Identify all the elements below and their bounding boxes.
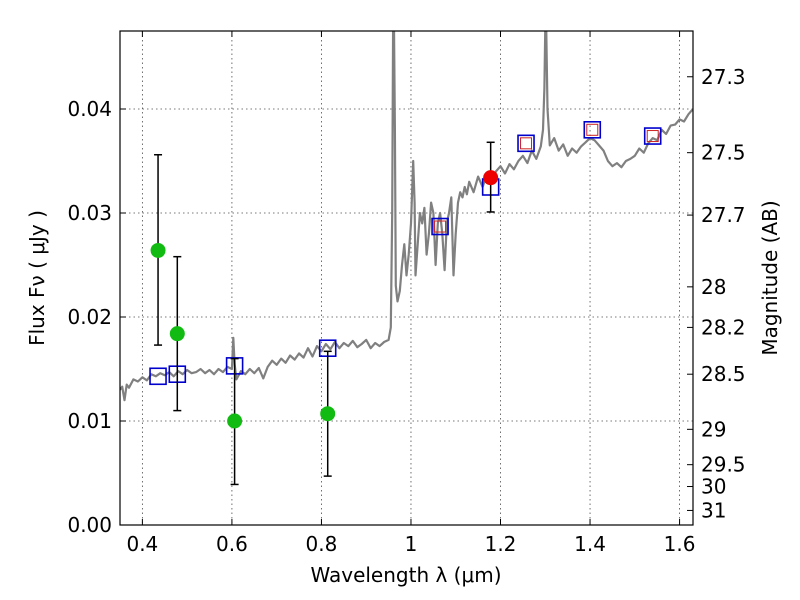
detection-square: [646, 130, 659, 143]
photometry-point: [320, 406, 336, 422]
right-tick-label: 27.5: [701, 141, 746, 165]
model-photometry-square: [517, 134, 535, 153]
x-tick-label: 0.8: [306, 532, 338, 556]
photometry-point: [150, 242, 166, 258]
right-tick-label: 27.3: [701, 65, 746, 89]
right-tick-label: 29.5: [701, 453, 746, 477]
y-tick-label: 0.04: [67, 97, 112, 121]
y-right-axis-label: Magnitude (AB): [758, 200, 782, 355]
ticks: 0.4 0.6 0.8 1 1.2 1.4 1.6 0.00 0.01 0.02 0.03 0.04 2…: [67, 31, 746, 556]
x-tick-label: 0.4: [126, 532, 158, 556]
right-tick-label: 28.2: [701, 315, 746, 339]
right-tick-label: 27.7: [701, 203, 746, 227]
spectrum-line: [120, 31, 693, 402]
model-photometry-square: [431, 217, 449, 236]
y-tick-label: 0.01: [67, 409, 112, 433]
model-photometry-square: [643, 127, 662, 145]
plot-background: [120, 31, 693, 525]
photometry-point: [169, 326, 185, 342]
right-tick-label: 30: [701, 475, 726, 499]
right-tick-label: 28: [701, 275, 726, 299]
detection-square: [520, 137, 533, 150]
y-tick-label: 0.02: [67, 305, 112, 329]
data-layer: [120, 31, 693, 402]
detection-square: [434, 220, 447, 233]
right-tick-label: 31: [701, 498, 726, 522]
photometry-point: [483, 170, 499, 186]
x-tick-label: 1.4: [574, 532, 606, 556]
photometry-point: [227, 413, 243, 429]
y-tick-label: 0.03: [67, 201, 112, 225]
plot-frame: [119, 30, 694, 526]
marker-layer: [149, 121, 662, 486]
model-photometry-square: [583, 121, 602, 139]
y-tick-label: 0.00: [67, 513, 112, 537]
right-tick-label: 28.5: [701, 362, 746, 386]
detection-square: [586, 123, 599, 136]
x-tick-label: 0.6: [216, 532, 248, 556]
x-tick-label: 1.2: [485, 532, 517, 556]
x-tick-label: 1: [405, 532, 418, 556]
x-axis-label: Wavelength λ (μm): [310, 563, 501, 587]
x-tick-label: 1.6: [664, 532, 696, 556]
y-axis-label: Flux Fν ( μJy ): [25, 210, 49, 346]
grid: [120, 31, 693, 526]
right-tick-label: 29: [701, 417, 726, 441]
model-photometry-square: [149, 367, 167, 386]
